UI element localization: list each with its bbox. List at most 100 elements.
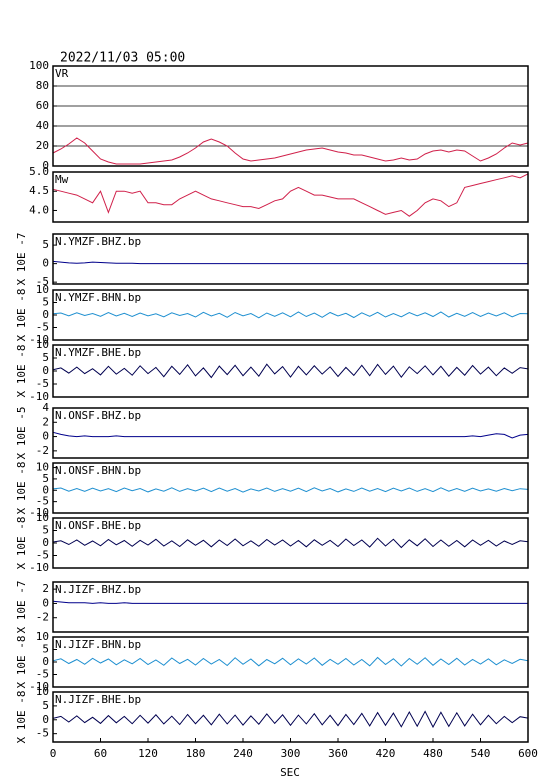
waveform-line <box>52 431 529 439</box>
chart-title: 2022/11/03 05:00 <box>60 51 185 66</box>
y-tick-label: 80 <box>36 79 49 92</box>
waveform-line <box>52 656 529 667</box>
panel-frame <box>52 171 529 223</box>
y-tick-label: 0 <box>42 257 49 270</box>
y-tick-label: 5 <box>42 472 49 485</box>
x-tick-label: 120 <box>138 747 158 760</box>
panel-label: N.JIZF.BHZ.bp <box>55 583 141 596</box>
panel-label: N.ONSF.BHE.bp <box>55 519 141 532</box>
waveform-line <box>52 311 529 319</box>
y-tick-label: 0 <box>42 159 49 172</box>
waveform-line <box>52 710 529 729</box>
y-tick-label: 10 <box>36 338 49 351</box>
y-tick-label: 0 <box>42 364 49 377</box>
y-tick-label: -10 <box>29 333 49 346</box>
panel-label: N.YMZF.BHZ.bp <box>55 235 141 248</box>
y-tick-label: 2 <box>42 582 49 595</box>
y-tick-label: -5 <box>36 377 49 390</box>
y-tick-label: 10 <box>36 283 49 296</box>
x-tick-label: 480 <box>423 747 443 760</box>
y-tick-label: 5 <box>42 699 49 712</box>
y-tick-label: 5 <box>42 351 49 364</box>
y-axis-label: X 10E -7 <box>15 233 28 286</box>
y-tick-label: 5 <box>42 296 49 309</box>
panel-frame <box>52 407 529 459</box>
x-tick-label: 360 <box>328 747 348 760</box>
y-tick-label: 4 <box>42 401 49 414</box>
panel-frame <box>52 344 529 398</box>
y-tick-label: 0 <box>42 536 49 549</box>
waveform-line <box>52 260 528 265</box>
y-tick-label: -5 <box>36 549 49 562</box>
y-tick-label: -2 <box>36 444 49 457</box>
y-tick-label: 60 <box>36 99 49 112</box>
x-tick-label: 420 <box>376 747 396 760</box>
y-tick-label: 100 <box>29 59 49 72</box>
panel-frame <box>52 462 529 514</box>
y-tick-label: -5 <box>36 668 49 681</box>
panel-label: N.ONSF.BHN.bp <box>55 464 141 477</box>
y-tick-label: 20 <box>36 139 49 152</box>
waveform-line <box>52 363 529 379</box>
waveform-line <box>52 537 529 549</box>
y-tick-label: 10 <box>36 461 49 474</box>
x-tick-label: 0 <box>50 747 57 760</box>
y-axis-label: X 10E -8 <box>15 517 28 570</box>
x-tick-label: 300 <box>281 747 301 760</box>
x-tick-label: 180 <box>186 747 206 760</box>
y-axis-label: X 10E -7 <box>15 581 28 634</box>
panel-label: Mw <box>55 173 69 186</box>
y-tick-label: -10 <box>29 680 49 693</box>
y-tick-label: 5 <box>42 524 49 537</box>
y-tick-label: 0 <box>42 655 49 668</box>
y-tick-label: -5 <box>36 275 49 288</box>
y-tick-label: -10 <box>29 561 49 574</box>
y-tick-label: -10 <box>29 506 49 519</box>
panel-label: N.YMZF.BHE.bp <box>55 346 141 359</box>
panel-frame <box>52 65 529 167</box>
y-tick-label: 0 <box>42 596 49 609</box>
y-tick-label: -5 <box>36 727 49 740</box>
y-tick-label: 5 <box>42 238 49 251</box>
y-tick-label: -2 <box>36 611 49 624</box>
x-tick-label: 60 <box>94 747 107 760</box>
x-axis-label: SEC <box>280 766 300 779</box>
y-tick-label: 0 <box>42 713 49 726</box>
panel-frame <box>52 289 529 341</box>
y-axis-label: X 10E -8 <box>15 289 28 342</box>
y-tick-label: -5 <box>36 321 49 334</box>
x-tick-label: 540 <box>471 747 491 760</box>
y-tick-label: 0 <box>42 308 49 321</box>
y-axis-label: X 10E -8 <box>15 345 28 398</box>
panel-label: N.JIZF.BHN.bp <box>55 638 141 651</box>
y-axis-label: X 10E -8 <box>15 636 28 689</box>
y-axis-label: X 10E -8 <box>15 462 28 515</box>
waveform-line <box>52 487 529 493</box>
y-tick-label: -5 <box>36 495 49 508</box>
panel-label: VR <box>55 67 69 80</box>
y-tick-label: 4.0 <box>29 203 49 216</box>
y-tick-label: 0 <box>42 483 49 496</box>
y-tick-label: 5.0 <box>29 165 49 178</box>
x-tick-label: 240 <box>233 747 253 760</box>
y-tick-label: 4.5 <box>29 184 49 197</box>
y-tick-label: 2 <box>42 415 49 428</box>
y-tick-label: 5 <box>42 643 49 656</box>
panel-label: N.YMZF.BHN.bp <box>55 291 141 304</box>
waveform-line <box>52 600 528 604</box>
y-tick-label: 40 <box>36 119 49 132</box>
panel-label: N.ONSF.BHZ.bp <box>55 409 141 422</box>
y-tick-label: 10 <box>36 630 49 643</box>
y-axis-label: X 10E -5 <box>15 407 28 460</box>
y-tick-label: 0 <box>42 430 49 443</box>
waveform-line <box>52 137 529 165</box>
y-tick-label: 10 <box>36 685 49 698</box>
y-tick-label: -10 <box>29 390 49 403</box>
panel-frame <box>52 581 529 633</box>
panel-frame <box>52 233 529 285</box>
x-tick-label: 600 <box>518 747 538 760</box>
y-axis-label: X 10E -8 <box>15 691 28 744</box>
panel-frame <box>52 517 529 569</box>
y-tick-label: 10 <box>36 511 49 524</box>
